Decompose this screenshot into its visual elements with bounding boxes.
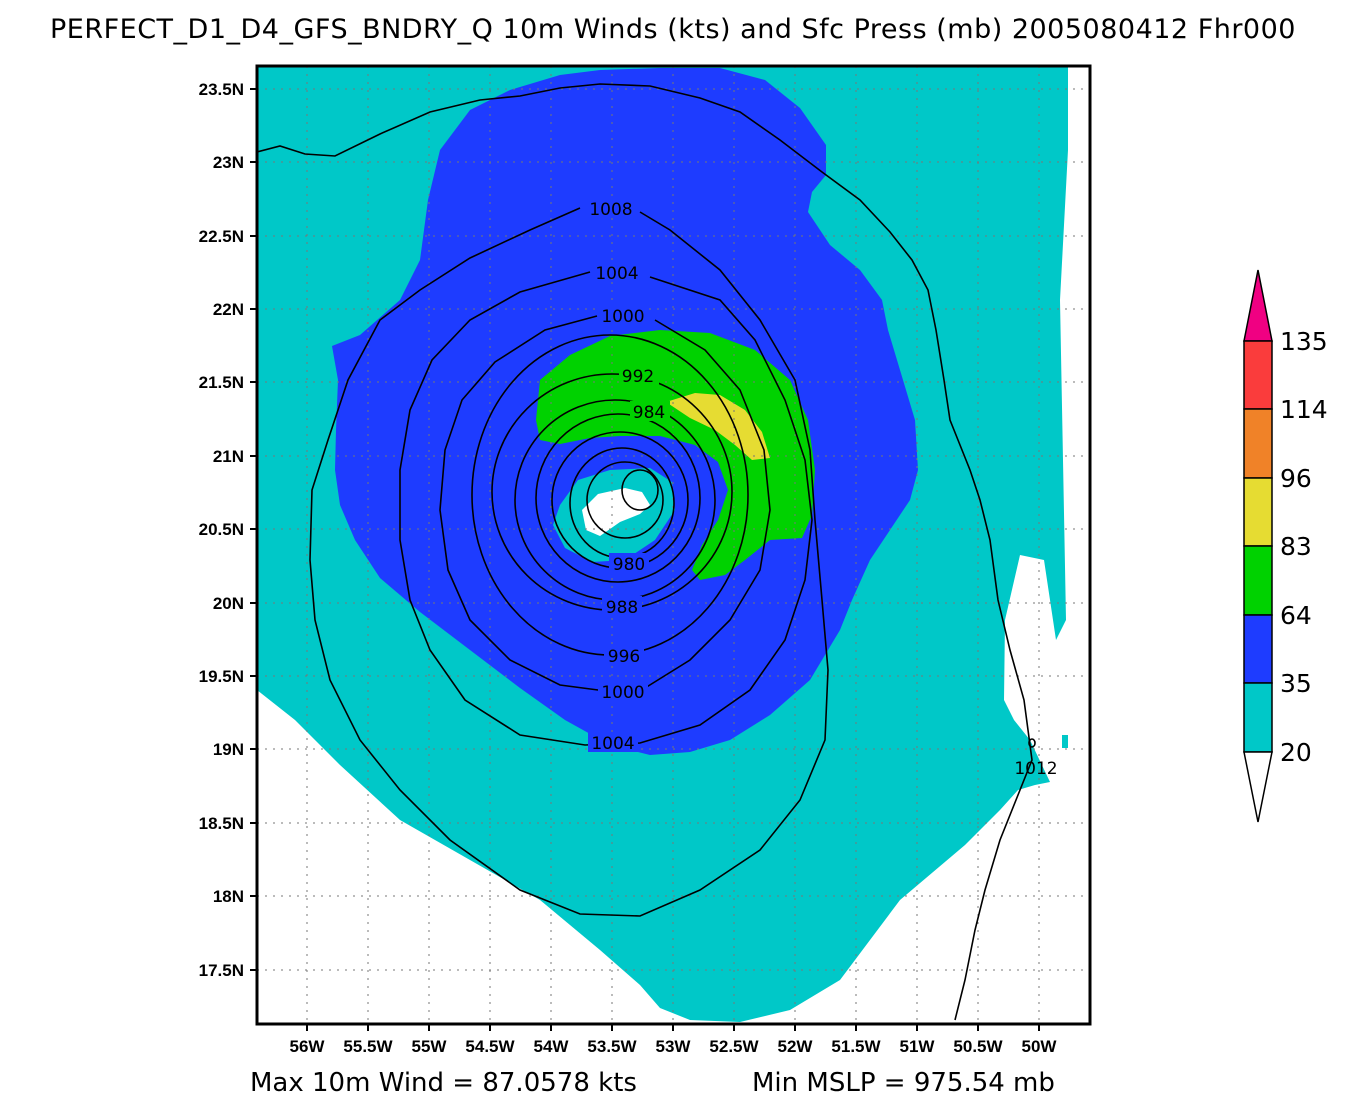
isobar-984 [535,413,701,583]
eye-calm [582,488,650,536]
lon-label: 55W [412,1037,448,1056]
colorbar-label: 135 [1280,327,1328,356]
wind-band-83-96 [666,393,770,460]
latitude-axis [250,88,257,971]
lon-label: 50.5W [953,1037,1003,1056]
colorbar-segment-64-83 [1243,545,1273,616]
colorbar-label: 20 [1280,738,1312,767]
lat-label: 20.5N [199,520,244,539]
colorbar-segment-35-64 [1243,614,1273,684]
wind-band-20-35-edge [1062,735,1068,748]
isobar-label: 996 [608,647,640,667]
colorbar-segment-20-35 [1243,682,1273,753]
lon-label: 51.5W [831,1037,881,1056]
lat-label: 22N [213,300,244,319]
max-wind-text: Max 10m Wind = 87.0578 kts [250,1068,637,1098]
lat-label: 19N [213,740,244,759]
isobar-label: 1004 [591,734,634,754]
lat-lon-grid [257,66,1090,1024]
isobar-label: 1000 [601,307,644,327]
isobars [257,83,1036,1021]
colorbar-label: 64 [1280,601,1312,630]
colorbar-segment-96-114 [1243,408,1273,479]
lat-label: 18.5N [199,814,244,833]
isobar-label: 1004 [595,264,638,284]
lon-label: 53.5W [587,1037,637,1056]
colorbar-segment-114-135 [1243,340,1273,410]
lat-label: 18N [213,887,244,906]
isobar-label: 1000 [601,683,644,703]
isobar-label: 980 [613,555,645,575]
isobar-label: 984 [633,403,665,423]
lat-label: 22.5N [199,227,244,246]
colorbar: 135 114 96 83 64 35 20 [1243,269,1328,823]
isobar-label: 992 [622,367,654,387]
lat-label: 21N [213,447,244,466]
colorbar-bottom-arrow [1243,751,1273,823]
map-fields: 1008 1004 1000 992 984 980 988 996 1000 … [257,66,1090,1024]
isobar-978 [586,461,664,539]
chart-title: PERFECT_D1_D4_GFS_BNDRY_Q 10m Winds (kts… [50,14,1296,45]
lon-label: 54W [534,1037,570,1056]
lat-label: 17.5N [199,961,244,980]
colorbar-label: 114 [1280,395,1328,424]
longitude-labels: 56W 55.5W 55W 54.5W 54W 53.5W 53W 52.5W … [290,1037,1058,1056]
isobar-1012-outer [257,83,1033,1021]
wind-band-64-83 [536,330,815,580]
colorbar-label: 96 [1280,464,1312,493]
lon-label: 50W [1022,1037,1058,1056]
isobar-label: 1008 [589,200,632,220]
lon-label: 52.5W [709,1037,759,1056]
colorbar-top-arrow [1243,269,1273,342]
lat-label: 21.5N [199,373,244,392]
lon-label: 51W [900,1037,936,1056]
isobar-1008 [309,207,829,917]
isobar-1000 [439,315,771,691]
latitude-labels: 23.5N 23N 22.5N 22N 21.5N 21N 20.5N 20N … [199,80,244,980]
isobar-1012-small [1028,738,1036,748]
lat-label: 19.5N [199,667,244,686]
isobar-label: 1012 [1014,759,1057,779]
colorbar-label: 35 [1280,669,1312,698]
lat-label: 23.5N [199,80,244,99]
lat-label: 20N [213,594,244,613]
isobar-1004 [399,271,813,746]
lon-label: 54.5W [465,1037,515,1056]
min-mslp-text: Min MSLP = 975.54 mb [752,1068,1055,1098]
colorbar-label: 83 [1280,532,1312,561]
colorbar-segment-83-96 [1243,477,1273,547]
lon-label: 56W [290,1037,326,1056]
isobar-label: 988 [606,598,638,618]
lon-label: 53W [656,1037,692,1056]
lon-label: 55.5W [343,1037,393,1056]
isobar-labels: 1008 1004 1000 992 984 980 988 996 1000 … [586,198,1058,779]
lat-label: 23N [213,153,244,172]
longitude-axis [306,1024,1040,1031]
isobar-976 [621,469,659,511]
lon-label: 52W [778,1037,814,1056]
